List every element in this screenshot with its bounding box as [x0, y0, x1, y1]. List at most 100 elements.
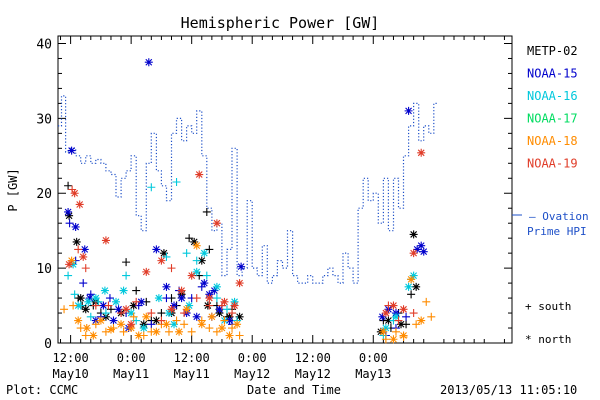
footer-plot-credit: Plot: CCMC — [6, 383, 78, 397]
x-tick-date-label: May10 — [53, 367, 89, 381]
north-marker — [152, 245, 161, 254]
north-marker — [233, 320, 242, 329]
north-marker — [122, 305, 131, 314]
north-marker — [112, 297, 121, 306]
north-marker — [175, 327, 184, 336]
y-axis-label: P [GW] — [6, 168, 20, 211]
north-marker — [67, 256, 76, 265]
north-marker — [205, 294, 214, 303]
north-marker — [159, 249, 168, 258]
south-marker — [422, 297, 431, 306]
north-marker — [230, 301, 239, 310]
south-marker — [202, 271, 211, 280]
north-marker — [192, 267, 201, 276]
north-marker — [389, 335, 398, 344]
legend: METP-02 NOAA-15 NOAA-16 NOAA-17 NOAA-18 NOAA-… — [512, 44, 578, 216]
south-marker — [70, 290, 79, 299]
south-marker — [91, 320, 100, 329]
plot-area: 0 10 20 30 40 12:00 May10 0:00 May11 12:00 May11 0:… — [36, 35, 513, 381]
north-marker — [75, 200, 84, 209]
north-marker — [195, 170, 204, 179]
x-tick-time-label: 12:00 — [174, 351, 210, 365]
south-marker — [220, 316, 229, 325]
north-marker — [80, 245, 89, 254]
north-marker — [127, 320, 136, 329]
north-marker — [127, 309, 136, 318]
x-tick-date-label: May12 — [295, 367, 331, 381]
north-marker — [152, 316, 161, 325]
x-tick-date-label: May13 — [355, 367, 391, 381]
south-marker — [81, 331, 90, 340]
north-marker — [162, 320, 171, 329]
x-tick-time-label: 0:00 — [238, 351, 267, 365]
north-marker — [197, 320, 206, 329]
south-marker — [187, 327, 196, 336]
north-marker — [192, 312, 201, 321]
south-marker — [409, 309, 418, 318]
north-marker — [417, 316, 426, 325]
north-marker — [217, 324, 226, 333]
north-marker — [212, 219, 221, 228]
plot-frame — [57, 35, 513, 344]
south-marker — [60, 305, 69, 314]
south-marker — [64, 181, 73, 190]
south-marker — [164, 327, 173, 336]
north-marker — [170, 301, 179, 310]
south-marker — [129, 312, 138, 321]
south-marker — [162, 252, 171, 261]
north-marker — [391, 312, 400, 321]
south-marker — [104, 301, 113, 310]
north-marker — [170, 320, 179, 329]
north-marker — [99, 301, 108, 310]
north-marker — [162, 282, 171, 291]
north-marker — [235, 279, 244, 288]
y-tick-label: 40 — [36, 37, 52, 52]
south-marker — [402, 312, 411, 321]
north-marker — [74, 301, 83, 310]
south-marker — [101, 309, 110, 318]
south-marker — [81, 264, 90, 273]
north-marker — [100, 286, 109, 295]
north-marker — [74, 316, 83, 325]
legend-entry: NOAA-17 — [527, 112, 578, 126]
north-marker — [134, 331, 143, 340]
south-marker — [86, 312, 95, 321]
north-marker — [409, 271, 418, 280]
south-marker — [205, 245, 214, 254]
south-marker — [172, 316, 181, 325]
north-marker — [384, 316, 393, 325]
y-tick-label: 30 — [36, 112, 52, 127]
north-marker — [192, 241, 201, 250]
north-marker — [82, 324, 91, 333]
south-marker — [180, 309, 189, 318]
south-marker — [79, 279, 88, 288]
south-marker — [228, 309, 237, 318]
y-tick-label: 10 — [36, 262, 52, 277]
north-marker — [379, 327, 388, 336]
north-marker — [117, 320, 126, 329]
north-marker — [85, 294, 94, 303]
north-marker — [409, 249, 418, 258]
ovation-legend-label: — Ovation — [529, 210, 589, 223]
marker-north-legend: * north — [525, 333, 571, 346]
north-marker — [407, 275, 416, 284]
north-marker — [399, 305, 408, 314]
x-tick-time-label: 0:00 — [359, 351, 388, 365]
south-marker — [212, 327, 221, 336]
south-marker — [391, 327, 400, 336]
north-marker — [399, 331, 408, 340]
north-marker — [139, 324, 148, 333]
north-marker — [72, 237, 81, 246]
north-marker — [225, 316, 234, 325]
south-marker — [132, 297, 141, 306]
south-marker — [147, 309, 156, 318]
x-tick-time-label: 12:00 — [295, 351, 331, 365]
south-marker — [105, 294, 114, 303]
north-marker — [114, 305, 123, 314]
south-marker — [122, 271, 131, 280]
south-marker — [147, 183, 156, 192]
north-marker — [106, 325, 115, 334]
north-marker — [164, 309, 173, 318]
north-marker — [89, 331, 98, 340]
north-marker — [177, 286, 186, 295]
